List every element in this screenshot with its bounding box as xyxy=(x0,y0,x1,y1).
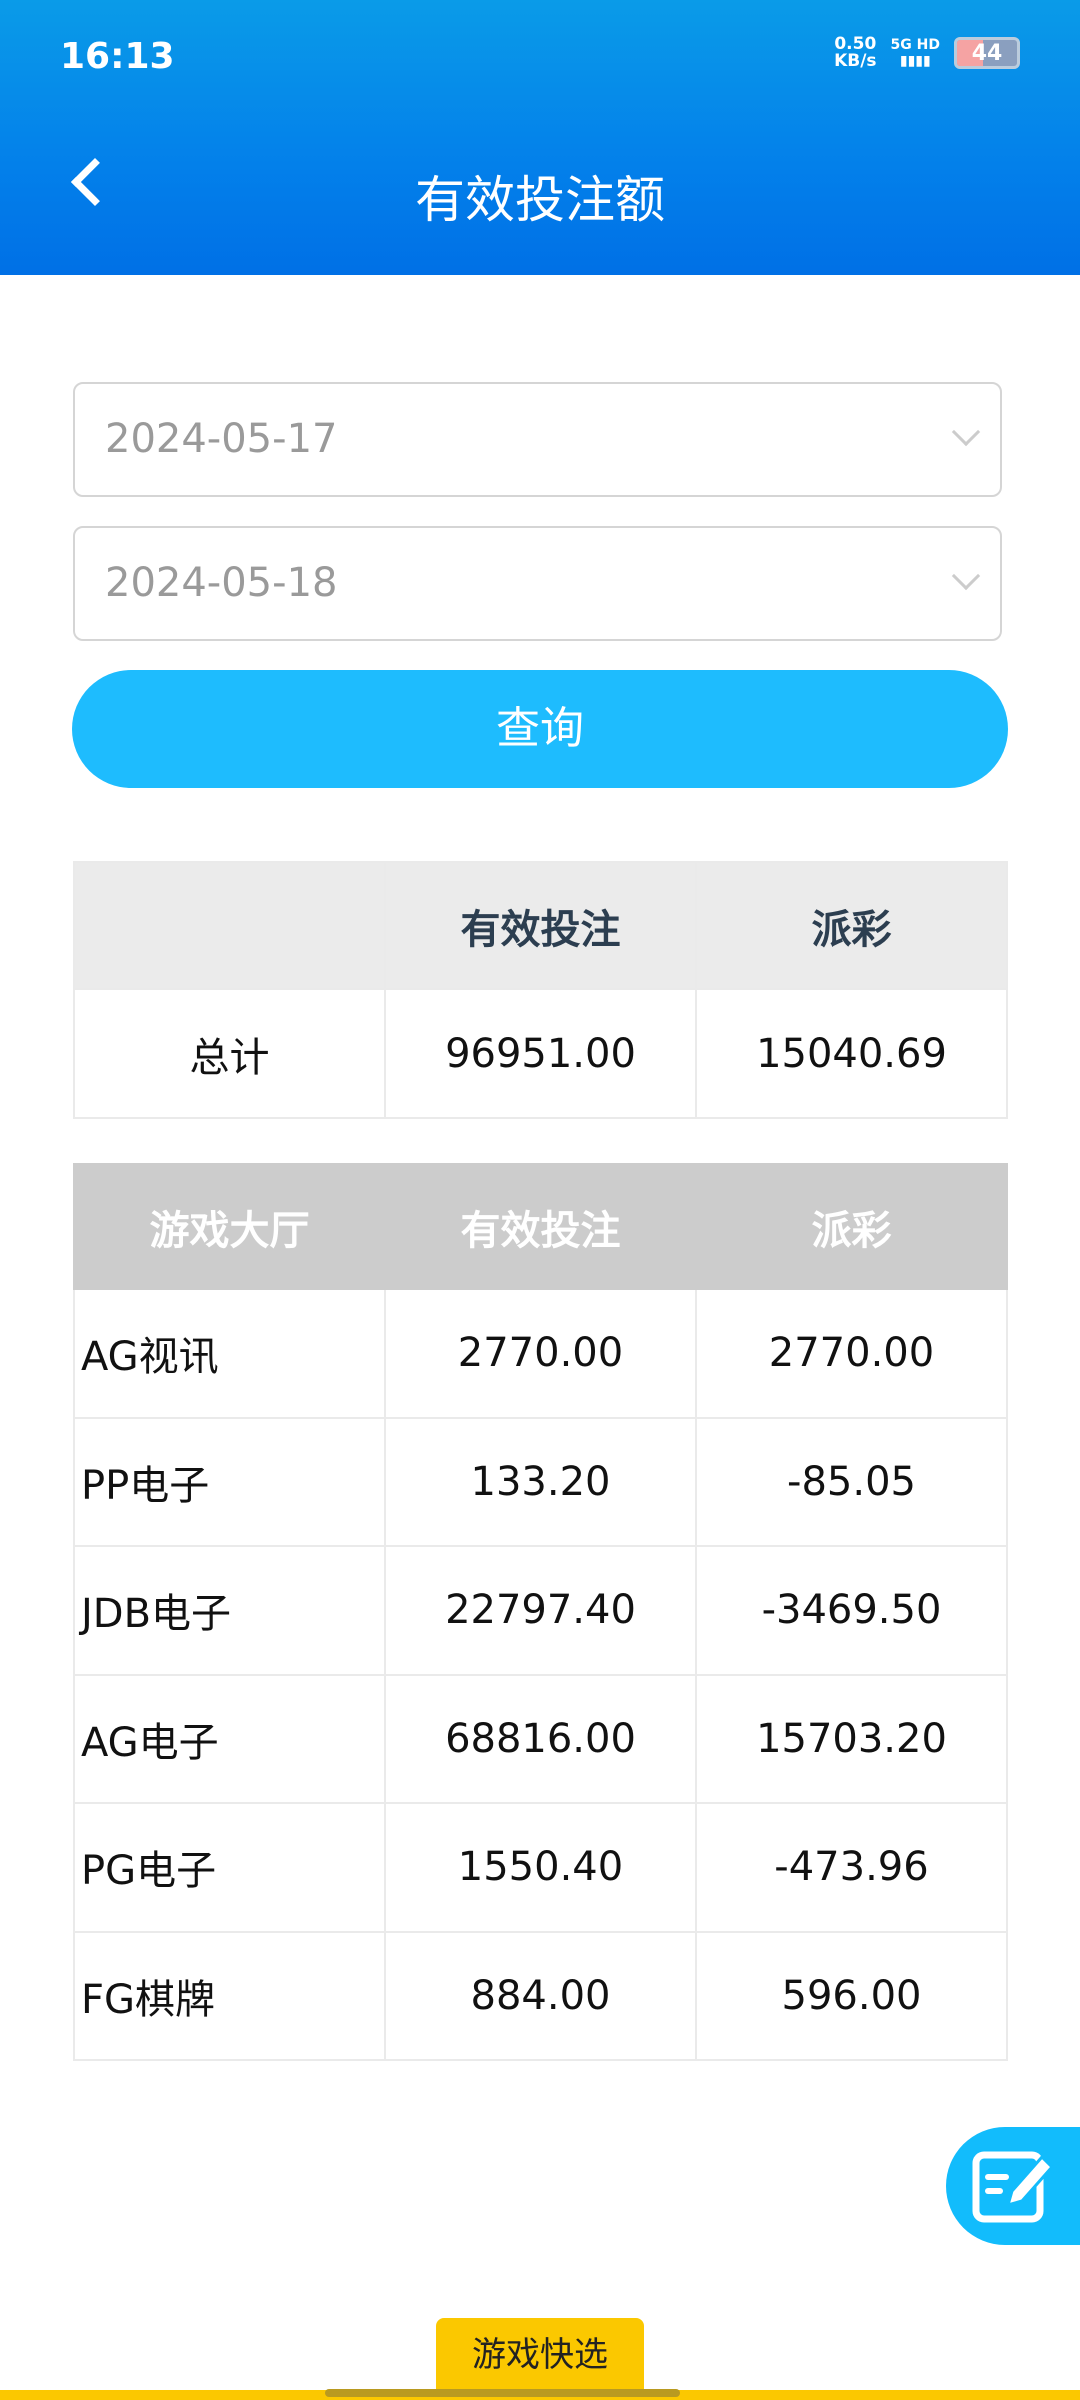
battery-icon: 44 xyxy=(954,37,1020,69)
cell-payout: 2770.00 xyxy=(695,1288,1008,1419)
cell-name: AG视讯 xyxy=(73,1288,386,1419)
summary-row: 总计 96951.00 15040.69 xyxy=(73,988,1008,1119)
cell-name: JDB电子 xyxy=(73,1545,386,1676)
status-icons: 0.50 KB/s 5G HD ▮▮▮▮ 44 xyxy=(834,36,1020,70)
table-row: JDB电子 22797.40 -3469.50 xyxy=(73,1545,1008,1676)
chevron-down-icon xyxy=(951,417,981,447)
start-date-select[interactable]: 2024-05-17 xyxy=(73,382,1002,497)
cell-bet: 2770.00 xyxy=(384,1288,697,1419)
cell-payout: -473.96 xyxy=(695,1802,1008,1933)
cell-bet: 68816.00 xyxy=(384,1673,697,1804)
net-speed: 0.50 KB/s xyxy=(834,34,877,71)
cell-bet: 884.00 xyxy=(384,1930,697,2061)
cell-payout: -85.05 xyxy=(695,1416,1008,1547)
cell-bet: 1550.40 xyxy=(384,1802,697,1933)
chevron-down-icon xyxy=(951,561,981,591)
table-row: AG电子 68816.00 15703.20 xyxy=(73,1673,1008,1804)
edit-icon xyxy=(972,2151,1055,2223)
cell-name: FG棋牌 xyxy=(73,1930,386,2061)
cell-name: PG电子 xyxy=(73,1802,386,1933)
cell-bet: 22797.40 xyxy=(384,1545,697,1676)
detail-table: 游戏大厅 有效投注 派彩 AG视讯 2770.00 2770.00 PP电子 133.2… xyxy=(73,1163,1008,2061)
cell-bet: 133.20 xyxy=(384,1416,697,1547)
table-row: PG电子 1550.40 -473.96 xyxy=(73,1802,1008,1933)
cell-payout: 596.00 xyxy=(695,1930,1008,2061)
table-row: AG视讯 2770.00 2770.00 xyxy=(73,1288,1008,1419)
summary-table: 有效投注 派彩 总计 96951.00 15040.69 xyxy=(73,861,1008,1119)
cell-name: PP电子 xyxy=(73,1416,386,1547)
query-button[interactable]: 查询 xyxy=(72,670,1008,788)
cell-name: AG电子 xyxy=(73,1673,386,1804)
game-quick-select-tab[interactable]: 游戏快选 xyxy=(436,2318,644,2392)
cell-payout: 15703.20 xyxy=(695,1673,1008,1804)
table-row: PP电子 133.20 -85.05 xyxy=(73,1416,1008,1547)
app-header: 16:13 0.50 KB/s 5G HD ▮▮▮▮ 44 有效投注额 xyxy=(0,0,1080,275)
summary-header: 有效投注 派彩 xyxy=(73,861,1008,990)
signal-icon: 5G HD ▮▮▮▮ xyxy=(890,37,940,69)
cell-payout: -3469.50 xyxy=(695,1545,1008,1676)
home-indicator[interactable] xyxy=(325,2389,680,2397)
detail-header: 游戏大厅 有效投注 派彩 xyxy=(73,1163,1008,1290)
table-row: FG棋牌 884.00 596.00 xyxy=(73,1930,1008,2061)
edit-button[interactable] xyxy=(946,2127,1080,2245)
end-date-select[interactable]: 2024-05-18 xyxy=(73,526,1002,641)
page-title: 有效投注额 xyxy=(415,171,665,229)
status-time: 16:13 xyxy=(60,36,175,77)
